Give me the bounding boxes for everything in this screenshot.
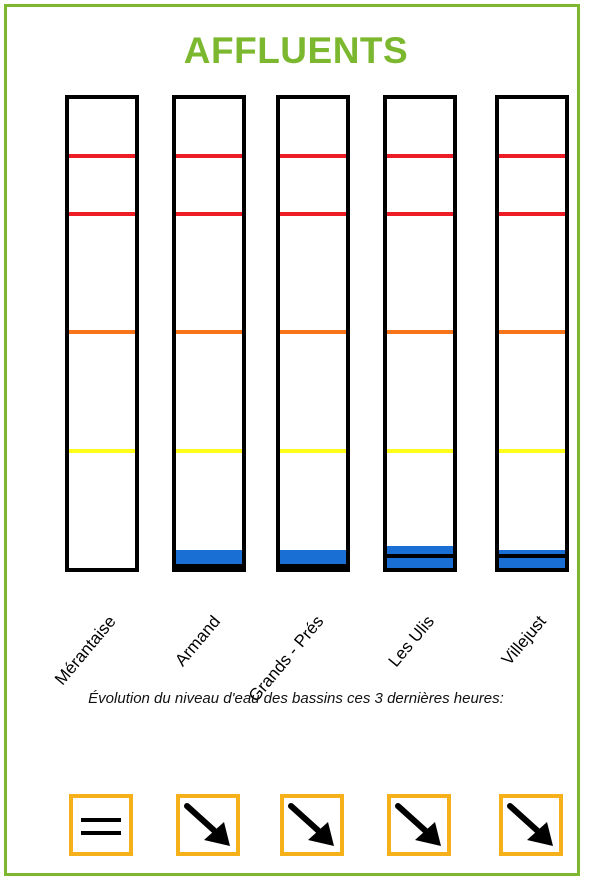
- threshold-line: [280, 449, 346, 453]
- arrow-shaft: [187, 806, 218, 834]
- equals-bar: [81, 818, 121, 822]
- water-fill: [176, 550, 242, 564]
- threshold-line: [499, 212, 565, 216]
- gauge-bottom-border: [280, 564, 346, 568]
- trend-box-merantaise: [69, 794, 133, 856]
- trend-caption: Évolution du niveau d'eau des bassins ce…: [0, 690, 592, 707]
- trend-box-armand: [176, 794, 240, 856]
- gauge-bottom-border: [176, 564, 242, 568]
- arrow-down-right-icon: [503, 798, 559, 852]
- trend-box-villejust: [499, 794, 563, 856]
- arrow-down-right-icon: [180, 798, 236, 852]
- gauge-les-ulis: [383, 95, 457, 572]
- water-fill: [499, 550, 565, 554]
- page-title: AFFLUENTS: [0, 30, 592, 72]
- threshold-line: [499, 154, 565, 158]
- threshold-line: [176, 212, 242, 216]
- water-fill: [387, 546, 453, 554]
- threshold-line: [499, 449, 565, 453]
- water-fill: [387, 558, 453, 568]
- threshold-line: [499, 330, 565, 334]
- arrow-down-right-icon: [284, 798, 340, 852]
- water-fill: [499, 558, 565, 568]
- threshold-line: [69, 212, 135, 216]
- equals-icon: [73, 798, 129, 852]
- threshold-line: [387, 212, 453, 216]
- arrow-shaft: [510, 806, 541, 834]
- threshold-line: [387, 449, 453, 453]
- gauge-grands-pres: [276, 95, 350, 572]
- threshold-line: [69, 449, 135, 453]
- threshold-line: [387, 330, 453, 334]
- water-fill: [280, 550, 346, 564]
- arrow-shaft: [398, 806, 429, 834]
- arrow-down-right-icon: [391, 798, 447, 852]
- threshold-line: [69, 330, 135, 334]
- threshold-line: [280, 154, 346, 158]
- threshold-line: [176, 330, 242, 334]
- threshold-line: [387, 154, 453, 158]
- trend-box-grands-pres: [280, 794, 344, 856]
- gauge-divider: [387, 554, 453, 558]
- gauge-villejust: [495, 95, 569, 572]
- gauge-armand: [172, 95, 246, 572]
- threshold-line: [176, 154, 242, 158]
- equals-bar: [81, 831, 121, 835]
- threshold-line: [280, 330, 346, 334]
- gauge-merantaise: [65, 95, 139, 572]
- threshold-line: [176, 449, 242, 453]
- threshold-line: [69, 154, 135, 158]
- gauge-divider: [499, 554, 565, 558]
- trend-box-les-ulis: [387, 794, 451, 856]
- arrow-shaft: [291, 806, 322, 834]
- threshold-line: [280, 212, 346, 216]
